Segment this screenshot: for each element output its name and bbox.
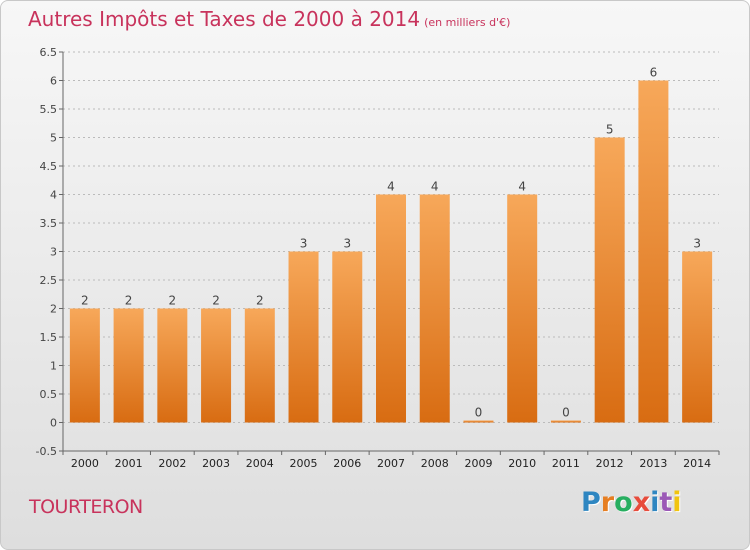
x-tick-label: 2008 (421, 457, 449, 470)
x-tick-label: 2006 (333, 457, 361, 470)
bar-2007 (376, 194, 406, 423)
data-label: 3 (343, 237, 351, 251)
x-tick-label: 2003 (202, 457, 230, 470)
bar-2006 (332, 251, 363, 423)
x-tick-label: 2007 (377, 457, 405, 470)
y-tick-label: 6.5 (40, 46, 58, 59)
unit-note: (en milliers d'€) (424, 16, 511, 29)
chart-title: Autres Impôts et Taxes de 2000 à 2014 (en… (28, 7, 511, 31)
x-tick-label: 2009 (464, 457, 492, 470)
logo-letter: i (650, 487, 660, 518)
bar-2002 (157, 308, 188, 423)
data-label: 0 (562, 406, 570, 420)
y-tick-label: 4.5 (40, 160, 58, 173)
commune-name: TOURTERON (29, 496, 143, 518)
data-label: 4 (387, 180, 395, 194)
logo-letter: t (659, 487, 673, 518)
bar-2008 (419, 194, 450, 423)
bars (69, 80, 713, 423)
logo-letter: r (600, 487, 615, 518)
bar-2004 (244, 308, 275, 423)
y-tick-label: 0 (50, 417, 57, 430)
bar-2011 (550, 420, 581, 423)
x-tick-label: 2011 (552, 457, 580, 470)
bar-2014 (682, 251, 713, 423)
x-tick-label: 2014 (683, 457, 711, 470)
y-tick-label: 0.5 (40, 388, 58, 401)
data-label: 4 (431, 180, 439, 194)
bar-2003 (201, 308, 232, 423)
y-tick-label: 1 (50, 360, 57, 373)
y-tick-label: 3 (50, 246, 57, 259)
data-label: 6 (650, 66, 658, 80)
bar-2013 (638, 80, 669, 423)
logo-letter: P (581, 487, 601, 518)
x-tick-label: 2004 (246, 457, 274, 470)
bar-2009 (463, 420, 494, 423)
y-tick-label: 5.5 (40, 103, 58, 116)
x-tick-label: 2010 (508, 457, 536, 470)
bar-2001 (113, 308, 144, 423)
data-label: 4 (518, 180, 526, 194)
data-label: 2 (212, 294, 220, 308)
data-label: 2 (256, 294, 264, 308)
y-tick-label: 3.5 (40, 217, 58, 230)
x-tick-label: 2012 (596, 457, 624, 470)
proxiti-logo: Proxiti (581, 487, 682, 518)
y-tick-label: 1.5 (40, 331, 58, 344)
x-tick-label: 2005 (290, 457, 318, 470)
axes: -0.5 0 0.5 1 1.5 2 2.5 3 3.5 4 4.5 5 5.5 6 6.5 2000 2001… (36, 46, 720, 470)
data-label: 0 (475, 406, 483, 420)
logo-letter: x (632, 487, 651, 518)
x-tick-label: 2000 (71, 457, 99, 470)
data-label: 2 (169, 294, 177, 308)
y-tick-label: 5 (50, 132, 57, 145)
y-tick-label: 6 (50, 75, 57, 88)
bar-2010 (507, 194, 538, 423)
bar-2012 (594, 137, 625, 423)
x-tick-label: 2001 (115, 457, 143, 470)
logo-letter: i (672, 487, 682, 518)
data-label: 2 (125, 294, 133, 308)
y-tick-label: 2 (50, 303, 57, 316)
x-tick-label: 2013 (639, 457, 667, 470)
data-label: 3 (300, 237, 308, 251)
data-labels: 2 2 2 2 2 3 3 4 4 0 4 0 5 6 3 (81, 66, 701, 420)
data-label: 5 (606, 123, 614, 137)
y-tick-label: -0.5 (36, 445, 57, 458)
y-tick-label: 4 (50, 189, 57, 202)
x-tick-label: 2002 (158, 457, 186, 470)
bar-2000 (69, 308, 100, 423)
data-label: 2 (81, 294, 89, 308)
bar-2005 (288, 251, 319, 423)
data-label: 3 (693, 237, 701, 251)
y-tick-label: 2.5 (40, 274, 58, 287)
logo-letter: o (614, 487, 633, 518)
